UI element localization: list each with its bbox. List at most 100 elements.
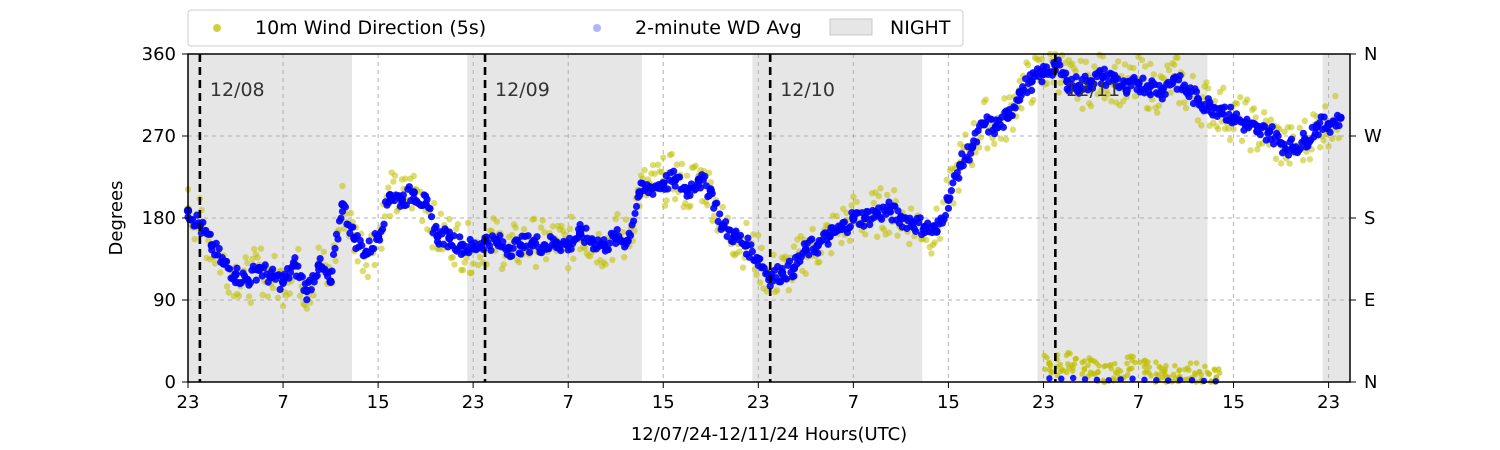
data-point bbox=[675, 173, 684, 181]
data-point bbox=[1176, 367, 1183, 373]
data-point bbox=[626, 231, 635, 240]
data-point bbox=[1272, 155, 1280, 163]
y-tick-label: 270 bbox=[142, 126, 176, 147]
data-point bbox=[962, 131, 969, 138]
data-point bbox=[1079, 359, 1086, 366]
data-point bbox=[894, 232, 901, 239]
data-point bbox=[261, 261, 269, 269]
data-point bbox=[722, 218, 730, 226]
data-point bbox=[1165, 67, 1173, 74]
data-point bbox=[1018, 105, 1025, 112]
data-point bbox=[1306, 156, 1314, 163]
x-tick-label: 7 bbox=[277, 392, 288, 413]
data-point bbox=[1161, 90, 1169, 98]
data-point bbox=[1176, 99, 1183, 107]
data-point bbox=[850, 193, 857, 200]
data-point bbox=[450, 232, 458, 240]
data-point bbox=[1057, 361, 1064, 368]
data-point bbox=[313, 271, 321, 280]
data-point bbox=[1232, 110, 1241, 118]
data-point bbox=[1059, 366, 1065, 373]
x-tick-label: 15 bbox=[937, 392, 960, 413]
data-point bbox=[274, 294, 282, 301]
data-point bbox=[1206, 98, 1214, 106]
data-point bbox=[487, 246, 495, 255]
data-point bbox=[247, 299, 255, 306]
data-point bbox=[1079, 105, 1086, 113]
data-point bbox=[649, 190, 657, 198]
data-point bbox=[316, 254, 324, 263]
data-point bbox=[671, 182, 679, 190]
data-point bbox=[1030, 96, 1037, 104]
right-tick-label: N bbox=[1364, 372, 1377, 393]
data-point bbox=[464, 219, 472, 227]
data-point bbox=[959, 162, 967, 170]
data-point bbox=[285, 274, 293, 282]
data-point bbox=[967, 149, 975, 157]
data-point bbox=[1296, 144, 1304, 153]
data-point bbox=[375, 236, 384, 244]
data-point bbox=[1316, 119, 1324, 127]
data-point bbox=[886, 208, 895, 216]
data-point bbox=[235, 292, 243, 300]
data-point bbox=[943, 176, 950, 184]
data-point bbox=[673, 161, 681, 168]
data-point bbox=[1082, 58, 1090, 66]
data-point bbox=[1296, 124, 1303, 132]
data-point bbox=[1230, 125, 1237, 133]
data-point bbox=[770, 251, 777, 259]
data-point bbox=[808, 235, 816, 243]
data-point bbox=[257, 245, 265, 252]
day-marker-label: 12/11 bbox=[1065, 79, 1120, 101]
data-point bbox=[533, 233, 541, 241]
data-point bbox=[286, 290, 294, 297]
data-point bbox=[1153, 359, 1159, 365]
data-point bbox=[254, 254, 261, 261]
right-tick-label: S bbox=[1364, 208, 1375, 229]
data-point bbox=[732, 227, 740, 235]
data-point bbox=[1072, 73, 1080, 81]
data-point bbox=[982, 96, 989, 103]
data-point bbox=[1069, 368, 1076, 374]
data-point bbox=[750, 231, 757, 238]
data-point bbox=[1274, 132, 1282, 140]
data-point bbox=[1093, 360, 1100, 366]
data-point bbox=[1254, 146, 1261, 153]
data-point bbox=[231, 270, 240, 279]
data-point bbox=[509, 244, 517, 252]
data-point bbox=[1189, 72, 1197, 80]
data-point bbox=[215, 244, 223, 253]
data-point bbox=[1048, 368, 1055, 375]
data-point bbox=[873, 233, 881, 241]
x-tick-label: 23 bbox=[747, 392, 770, 413]
data-point bbox=[461, 259, 468, 266]
data-point bbox=[884, 191, 891, 199]
data-point bbox=[1111, 63, 1118, 71]
data-point bbox=[970, 119, 978, 127]
data-point bbox=[500, 261, 507, 268]
data-point bbox=[862, 231, 869, 238]
data-point bbox=[1085, 362, 1091, 369]
data-point bbox=[332, 257, 339, 265]
data-point bbox=[206, 230, 214, 238]
data-point bbox=[622, 216, 630, 223]
data-point bbox=[1165, 377, 1172, 384]
data-point bbox=[1001, 95, 1008, 102]
data-point bbox=[1138, 56, 1146, 64]
data-point bbox=[276, 285, 284, 294]
data-point bbox=[391, 172, 399, 179]
legend: 10m Wind Direction (5s) 2-minute WD Avg NI… bbox=[187, 9, 964, 47]
data-point bbox=[661, 202, 669, 209]
data-point bbox=[708, 190, 716, 198]
data-point bbox=[1226, 136, 1234, 144]
data-point bbox=[1104, 90, 1112, 98]
data-point bbox=[1335, 134, 1342, 142]
data-point bbox=[1100, 65, 1108, 73]
data-point bbox=[658, 168, 665, 176]
data-point bbox=[710, 212, 718, 220]
data-point bbox=[358, 241, 366, 250]
data-point bbox=[1062, 69, 1070, 77]
data-point bbox=[692, 162, 699, 169]
data-point bbox=[1314, 131, 1322, 139]
x-tick-label: 23 bbox=[1317, 392, 1340, 413]
